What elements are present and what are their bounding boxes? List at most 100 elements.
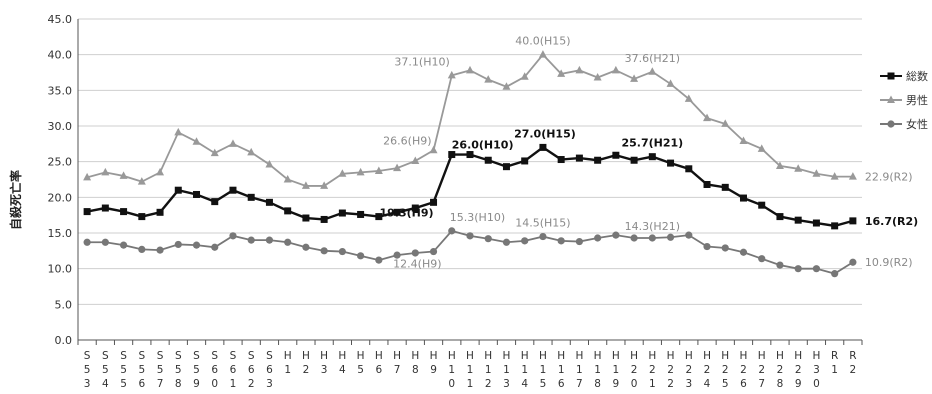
x-tick-label: H 2 3 bbox=[685, 350, 693, 390]
series-総数 bbox=[83, 143, 857, 230]
x-tick-char: H bbox=[521, 350, 529, 362]
data-point bbox=[703, 180, 711, 188]
data-point bbox=[575, 237, 583, 246]
x-tick-label: S 5 9 bbox=[193, 350, 200, 390]
x-tick-char: H bbox=[685, 350, 693, 362]
x-tick-char: 3 bbox=[813, 364, 820, 376]
x-tick-char: H bbox=[484, 350, 492, 362]
data-point bbox=[484, 235, 492, 243]
x-tick-label: H 2 7 bbox=[758, 350, 766, 390]
x-tick-char: 9 bbox=[795, 378, 802, 390]
data-point bbox=[630, 156, 638, 164]
data-point bbox=[794, 265, 802, 273]
x-tick-label: H 2 9 bbox=[794, 350, 802, 390]
x-tick-label: S 5 7 bbox=[157, 350, 164, 390]
x-tick-label: H 1 7 bbox=[575, 350, 583, 390]
y-axis-label: 自殺死亡率 bbox=[8, 170, 23, 230]
y-tick-label: 5.0 bbox=[55, 298, 73, 311]
data-point bbox=[502, 82, 511, 90]
x-tick-char: S bbox=[84, 350, 91, 362]
x-tick-char: 4 bbox=[339, 364, 346, 376]
data-label: 10.9(R2) bbox=[865, 256, 913, 269]
x-tick-char: R bbox=[849, 350, 856, 362]
x-tick-label: H 2 6 bbox=[740, 350, 748, 390]
data-point bbox=[156, 167, 165, 176]
x-tick-char: H bbox=[448, 350, 456, 362]
x-tick-label: S 5 6 bbox=[138, 350, 145, 390]
x-tick-label: H1 bbox=[284, 350, 292, 376]
data-point bbox=[794, 164, 803, 172]
data-point bbox=[812, 219, 820, 227]
x-tick-char: S bbox=[102, 350, 109, 362]
data-point bbox=[594, 156, 602, 164]
data-point bbox=[849, 217, 857, 225]
legend-marker bbox=[887, 72, 895, 80]
x-tick-char: 5 bbox=[175, 364, 182, 376]
data-point bbox=[557, 156, 565, 164]
data-point bbox=[466, 151, 474, 159]
legend-entry: 総数 bbox=[880, 69, 928, 83]
x-tick-char: 5 bbox=[157, 364, 164, 376]
data-point bbox=[411, 156, 420, 164]
x-tick-char: 0 bbox=[813, 378, 820, 390]
x-tick-char: H bbox=[320, 350, 328, 362]
data-point bbox=[739, 194, 747, 202]
data-point bbox=[575, 154, 583, 162]
x-tick-label: H 1 3 bbox=[503, 350, 511, 390]
data-point bbox=[375, 256, 383, 264]
y-axis: 0.0 5.0 10.0 15.0 20.0 25.0 30.0 35.0 40.0 45.0 bbox=[48, 13, 79, 347]
data-point bbox=[229, 186, 237, 194]
x-tick-label: H 1 5 bbox=[539, 350, 547, 390]
x-tick-char: H bbox=[503, 350, 511, 362]
x-tick-char: 2 bbox=[248, 378, 255, 390]
x-tick-label: H4 bbox=[338, 350, 346, 376]
data-point bbox=[247, 236, 255, 244]
x-tick-label: S 6 2 bbox=[248, 350, 255, 390]
x-tick-char: R bbox=[831, 350, 838, 362]
data-point bbox=[812, 169, 821, 177]
x-tick-char: 7 bbox=[394, 364, 401, 376]
data-point bbox=[338, 209, 346, 217]
x-tick-char: 0 bbox=[448, 378, 455, 390]
x-tick-char: 2 bbox=[485, 378, 492, 390]
series-lines bbox=[83, 50, 857, 278]
x-tick-char: 5 bbox=[120, 364, 127, 376]
data-point bbox=[520, 72, 529, 80]
data-point bbox=[210, 148, 219, 157]
x-tick-char: 4 bbox=[521, 378, 528, 390]
data-label: 12.4(H9) bbox=[393, 258, 441, 271]
x-tick-char: 6 bbox=[211, 364, 218, 376]
x-tick-char: 5 bbox=[357, 364, 364, 376]
data-point bbox=[447, 70, 456, 79]
series-男性 bbox=[83, 50, 857, 189]
y-tick-label: 45.0 bbox=[48, 13, 73, 26]
x-tick-label: R1 bbox=[831, 350, 838, 376]
data-label: 22.9(R2) bbox=[865, 171, 913, 184]
x-tick-char: 2 bbox=[758, 364, 765, 376]
x-tick-label: H 1 4 bbox=[521, 350, 529, 390]
data-point bbox=[739, 248, 748, 256]
data-point bbox=[830, 172, 839, 180]
data-point bbox=[393, 163, 402, 172]
x-tick-label: H 1 1 bbox=[466, 350, 474, 390]
x-tick-label: H 2 4 bbox=[703, 350, 711, 390]
data-point bbox=[593, 72, 602, 81]
data-point bbox=[101, 167, 110, 176]
data-point bbox=[521, 237, 529, 245]
data-point bbox=[356, 167, 365, 176]
x-tick-char: 1 bbox=[284, 364, 291, 376]
x-tick-char: 2 bbox=[704, 364, 711, 376]
x-tick-char: 3 bbox=[321, 364, 328, 376]
data-point bbox=[174, 186, 182, 194]
data-point bbox=[831, 222, 839, 230]
data-point bbox=[119, 241, 128, 249]
x-tick-char: H bbox=[393, 350, 401, 362]
legend-label: 総数 bbox=[906, 69, 928, 83]
x-tick-label: H 2 0 bbox=[630, 350, 638, 390]
x-tick-char: H bbox=[302, 350, 310, 362]
x-tick-label: S 5 4 bbox=[102, 350, 109, 390]
data-point bbox=[302, 243, 310, 251]
x-tick-label: H 1 0 bbox=[448, 350, 456, 390]
x-tick-char: 2 bbox=[740, 364, 747, 376]
